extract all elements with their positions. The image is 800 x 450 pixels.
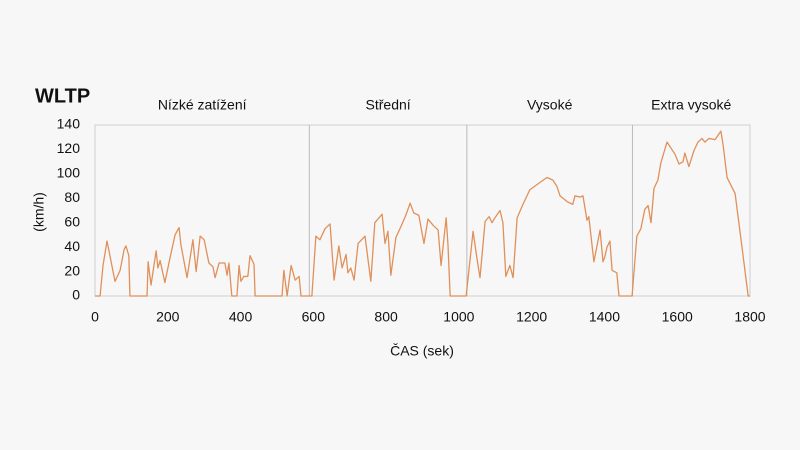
y-axis-label: (km/h) [31, 192, 47, 232]
plot-frame [94, 124, 751, 297]
x-tick-label: 400 [229, 309, 253, 325]
x-axis-label: ČAS (sek) [390, 343, 454, 359]
x-tick-label: 1800 [734, 309, 765, 325]
phase-label: Nízké zatížení [158, 97, 247, 113]
phase-label: Extra vysoké [651, 97, 731, 113]
x-tick-label: 1000 [443, 309, 474, 325]
x-tick-label: 1600 [662, 309, 693, 325]
y-tick-label: 120 [57, 140, 81, 156]
y-tick-label: 20 [64, 262, 80, 278]
speed-line [95, 130, 750, 297]
y-tick-label: 100 [57, 165, 81, 181]
chart-title: WLTP [35, 85, 90, 107]
y-tick-label: 140 [57, 116, 81, 132]
y-tick-label: 80 [64, 189, 80, 205]
phase-label: Střední [366, 97, 411, 113]
y-tick-label: 60 [64, 213, 80, 229]
x-tick-label: 1200 [516, 309, 547, 325]
phase-label: Vysoké [527, 97, 573, 113]
x-tick-label: 1400 [589, 309, 620, 325]
x-tick-label: 200 [156, 309, 180, 325]
y-tick-label: 0 [72, 287, 80, 303]
y-tick-label: 40 [64, 238, 80, 254]
x-tick-label: 800 [374, 309, 398, 325]
x-tick-label: 0 [91, 309, 99, 325]
x-tick-label: 600 [302, 309, 326, 325]
